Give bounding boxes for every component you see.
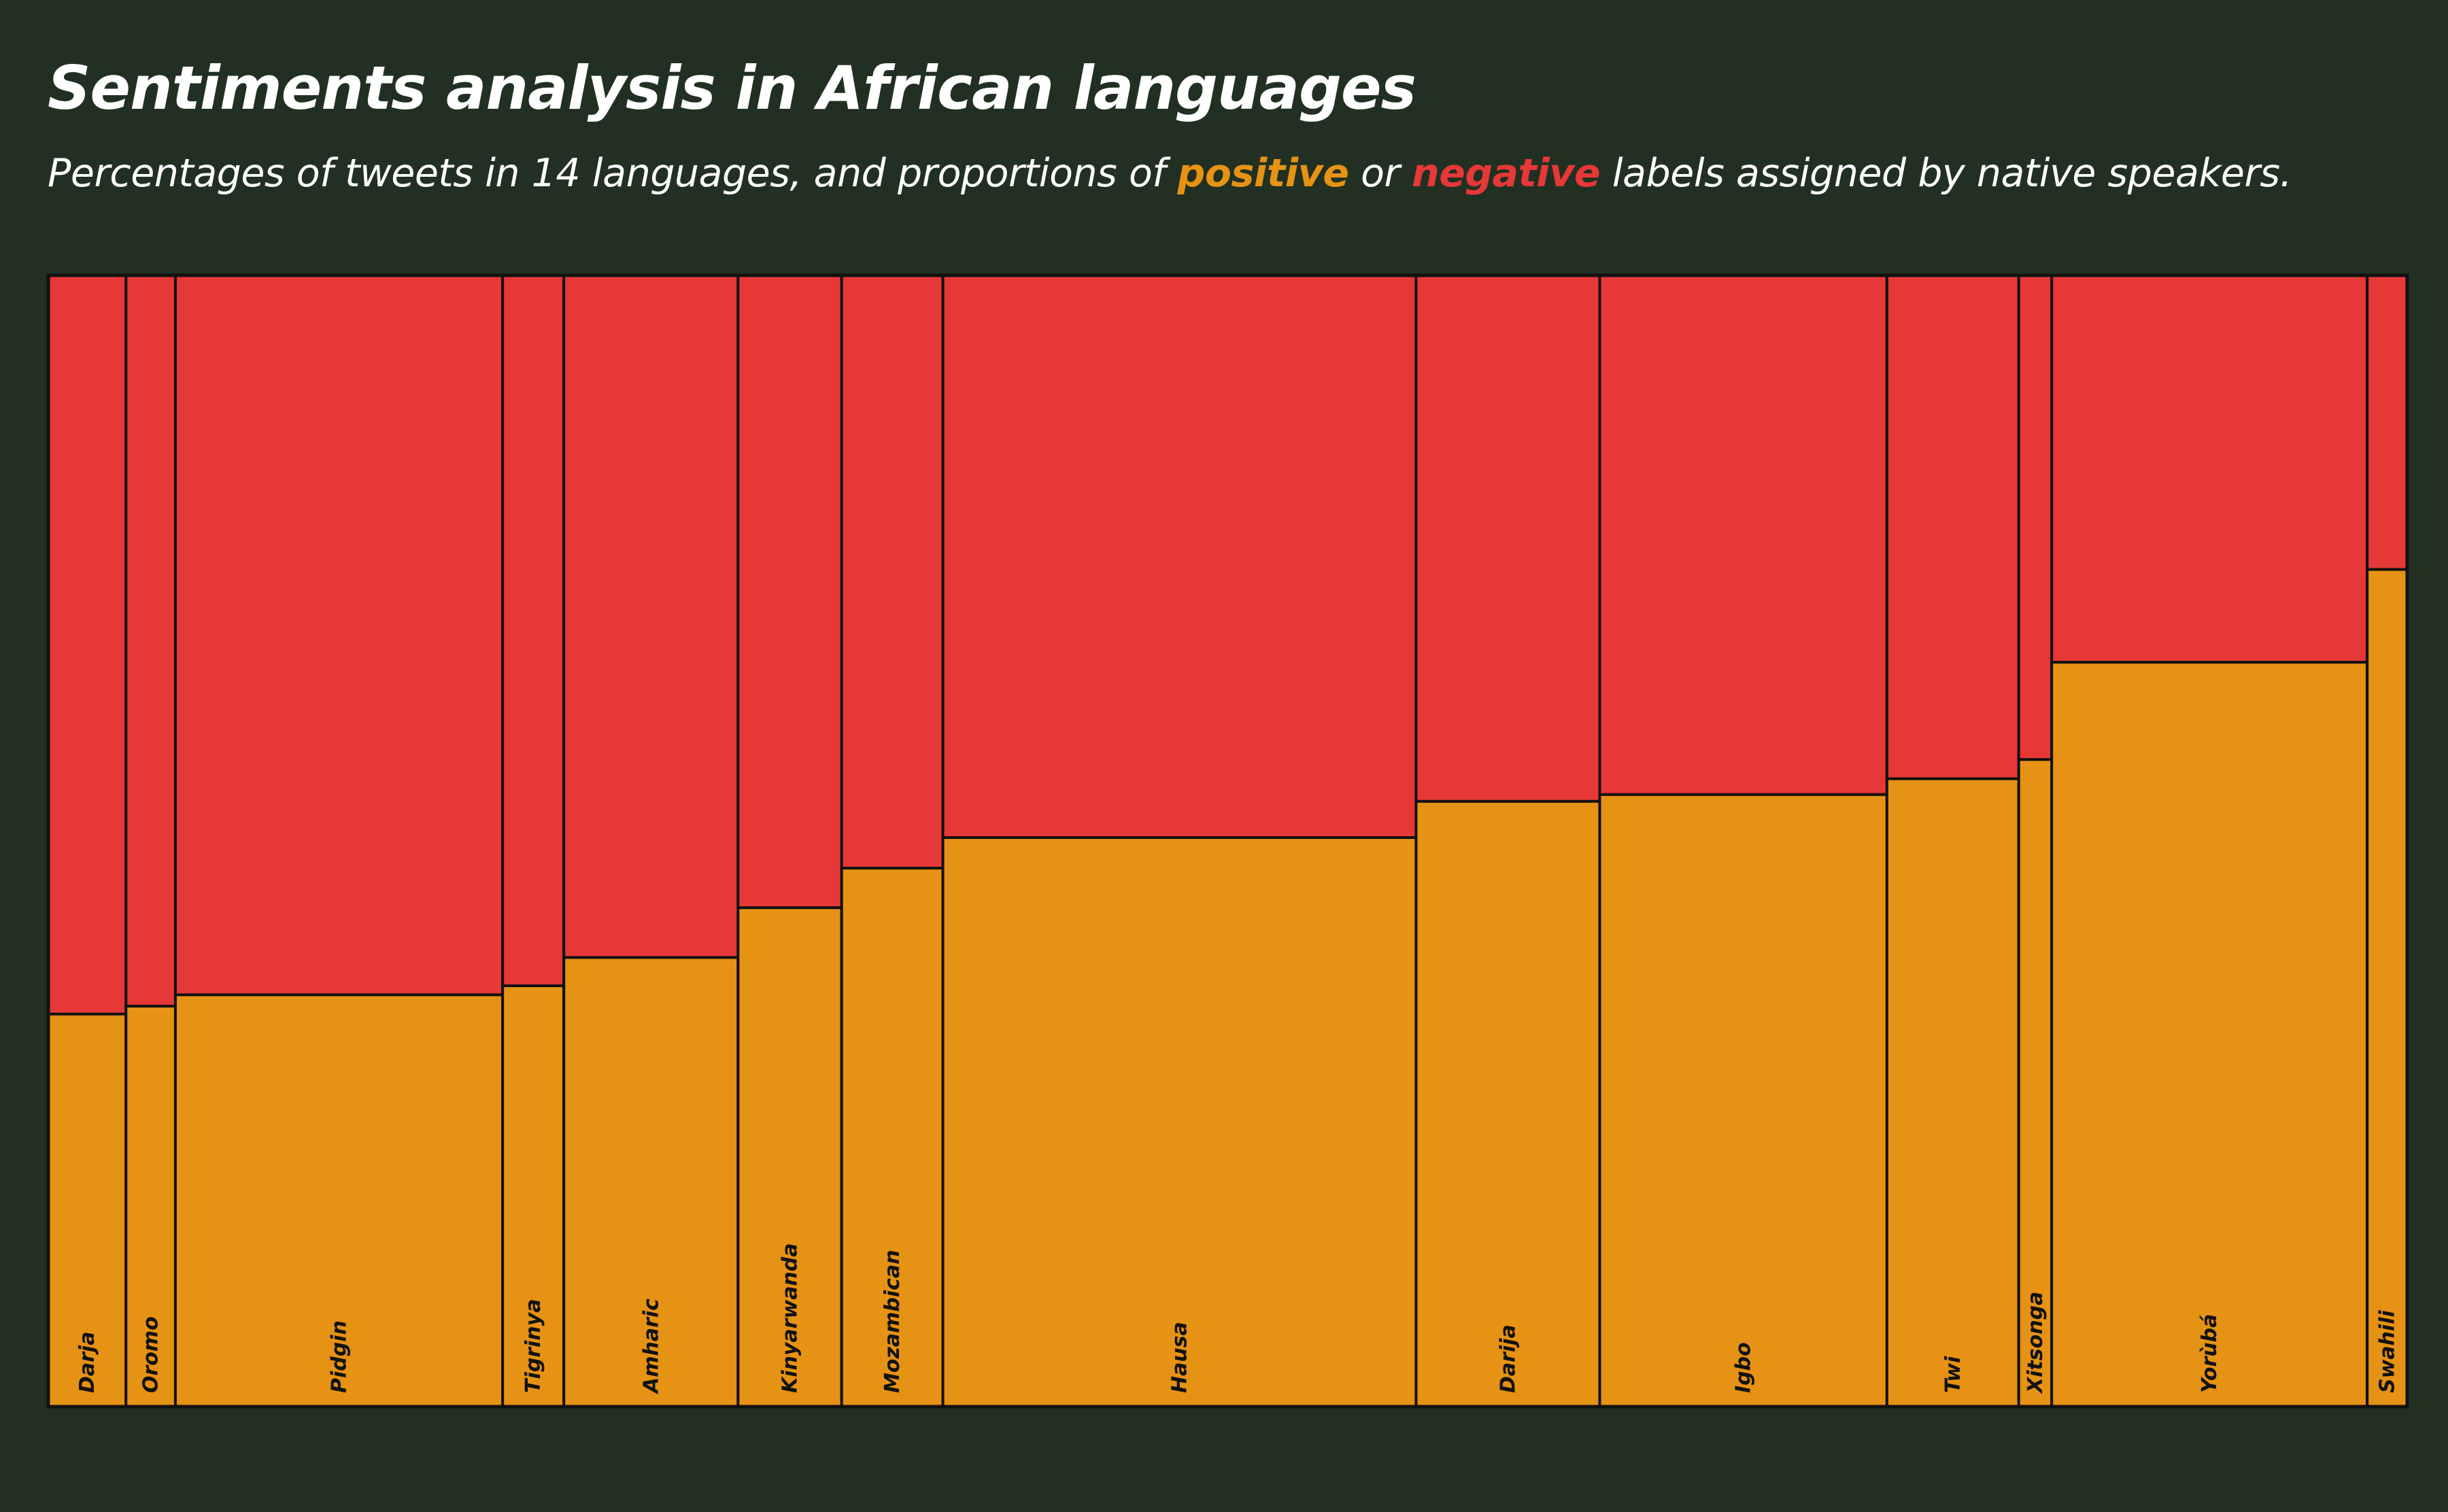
negative-tile [1414, 274, 1601, 803]
language-label: Oromo [139, 1316, 163, 1393]
language-label: Tigrinya [522, 1299, 545, 1393]
tile-group-10: Twi [1885, 274, 2020, 1408]
tile-group-7: Hausa [941, 274, 1418, 1409]
positive-tile [2017, 758, 2054, 1408]
language-label: Hausa [1168, 1322, 1192, 1393]
language-label: Darija [1496, 1324, 1520, 1393]
negative-tile [2366, 274, 2409, 571]
tile-group-8: Darija [1414, 274, 1601, 1408]
subtitle-negative-word: negative [1412, 151, 1601, 196]
tile-group-5: Kinyarwanda [736, 274, 843, 1408]
language-label: Twi [1941, 1356, 1965, 1393]
tile-group-3: Tigrinya [501, 274, 566, 1408]
negative-tile [47, 274, 128, 1016]
positive-tile [2366, 568, 2409, 1408]
language-label: Xitsonga [2024, 1292, 2047, 1394]
negative-tile [1598, 274, 1888, 796]
positive-tile [1414, 800, 1601, 1408]
negative-tile [173, 274, 505, 997]
negative-tile [124, 274, 177, 1008]
tile-group-12: Yorùbá [2050, 274, 2369, 1408]
subtitle-text-before: Percentages of tweets in 14 languages, a… [48, 151, 1178, 196]
negative-tile [1885, 274, 2020, 780]
negative-tile [562, 274, 740, 959]
tile-group-2: Pidgin [173, 274, 505, 1408]
positive-tile [173, 993, 505, 1408]
tile-group-9: Igbo [1598, 274, 1888, 1408]
tile-group-6: Mozambican [840, 274, 945, 1409]
language-label: Igbo [1732, 1342, 1756, 1393]
chart-title: Sentiments analysis in African languages [48, 53, 1416, 123]
subtitle-text-after: labels assigned by native speakers. [1600, 151, 2292, 196]
tile-group-1: Oromo [124, 274, 177, 1408]
language-label: Swahili [2376, 1310, 2400, 1393]
language-label: Mozambican [881, 1250, 904, 1393]
negative-tile [501, 274, 566, 987]
tile-group-0: Darja [47, 274, 128, 1409]
language-label: Yorùbá [2198, 1314, 2222, 1393]
positive-tile [1885, 777, 2020, 1408]
language-label: Pidgin [328, 1320, 352, 1393]
negative-tile [736, 274, 843, 910]
tile-group-11: Xitsonga [2017, 274, 2054, 1408]
language-label: Darja [75, 1332, 99, 1393]
negative-tile [2050, 274, 2369, 664]
chart-subtitle: Percentages of tweets in 14 languages, a… [48, 151, 2292, 196]
negative-tile [840, 274, 945, 870]
language-label: Kinyarwanda [779, 1243, 802, 1393]
negative-tile [2017, 274, 2054, 761]
tile-group-4: Amharic [562, 274, 740, 1408]
subtitle-positive-word: positive [1177, 151, 1350, 196]
positive-tile [1598, 793, 1888, 1408]
positive-tile [501, 984, 566, 1408]
positive-tile [124, 1004, 177, 1408]
chart-frame [46, 273, 2409, 1409]
positive-tile [2050, 661, 2369, 1408]
positive-tile [941, 836, 1418, 1409]
positive-tile [736, 906, 843, 1408]
language-label: Amharic [639, 1299, 663, 1394]
negative-tile [941, 274, 1418, 840]
tile-group-13: Swahili [2366, 274, 2409, 1408]
subtitle-text-middle: or [1348, 151, 1412, 196]
